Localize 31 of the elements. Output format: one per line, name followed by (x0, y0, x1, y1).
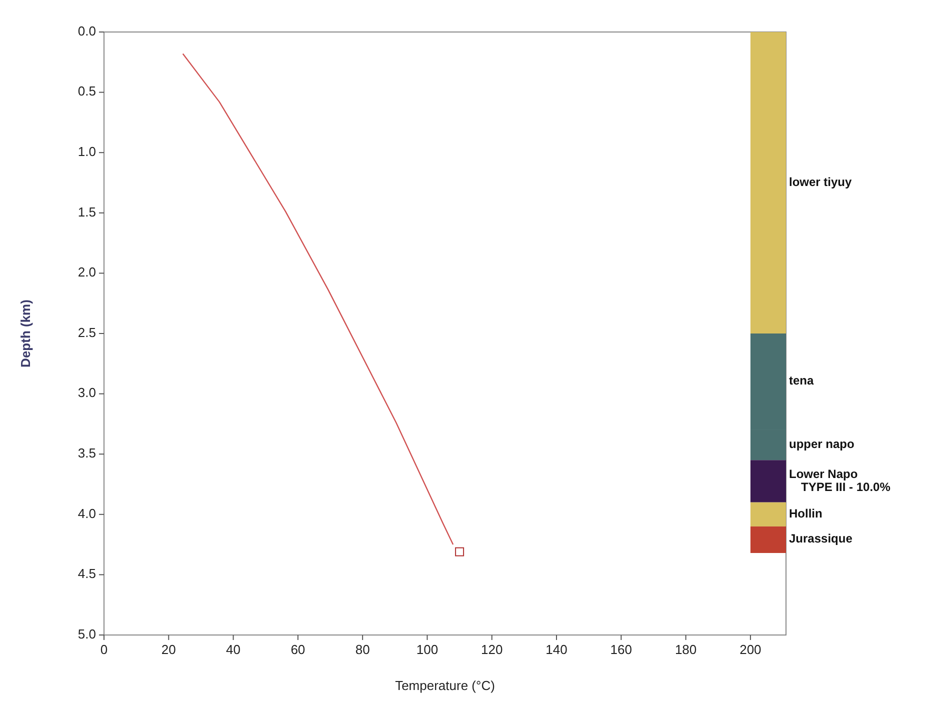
x-tick-label: 80 (355, 642, 370, 657)
x-tick-label: 200 (740, 642, 762, 657)
y-tick-label: 0.0 (78, 23, 96, 38)
band-label: Lower Napo TYPE III - 10.0% (789, 467, 891, 494)
x-tick-label: 60 (290, 642, 306, 657)
y-tick-label: 3.0 (78, 385, 96, 400)
x-tick-label: 0 (100, 642, 108, 657)
y-tick-label: 1.5 (78, 204, 96, 220)
band-label: tena (789, 374, 814, 388)
x-tick-label: 20 (161, 642, 176, 657)
y-tick-label: 4.0 (78, 506, 96, 521)
line-series (182, 53, 454, 546)
band-label: lower tiyuy (789, 174, 852, 189)
x-tick-label: 180 (674, 642, 697, 657)
x-tick-label: 100 (416, 642, 438, 657)
y-axis-title: Depth (km) (18, 300, 33, 368)
y-tick-label: 0.5 (78, 84, 96, 99)
y-tick-label: 2.0 (78, 264, 96, 280)
band-label: Jurassique (789, 532, 853, 546)
x-tick-label: 120 (481, 642, 503, 657)
x-tick-label: 160 (610, 642, 632, 657)
y-tick-label: 2.5 (78, 324, 96, 340)
band-label: Hollin (789, 506, 822, 521)
y-tick-label: 1.0 (78, 144, 96, 160)
y-tick-label: 5.0 (78, 626, 96, 642)
x-axis-title: Temperature (°C) (395, 678, 495, 693)
y-tick-label: 4.5 (78, 566, 96, 582)
x-tick-label: 140 (546, 642, 568, 657)
band-label: upper napo (789, 437, 854, 452)
x-tick-label: 40 (226, 642, 241, 657)
y-tick-label: 3.5 (78, 446, 96, 461)
